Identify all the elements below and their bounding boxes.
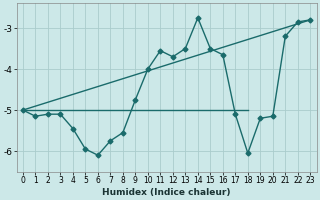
X-axis label: Humidex (Indice chaleur): Humidex (Indice chaleur) xyxy=(102,188,231,197)
